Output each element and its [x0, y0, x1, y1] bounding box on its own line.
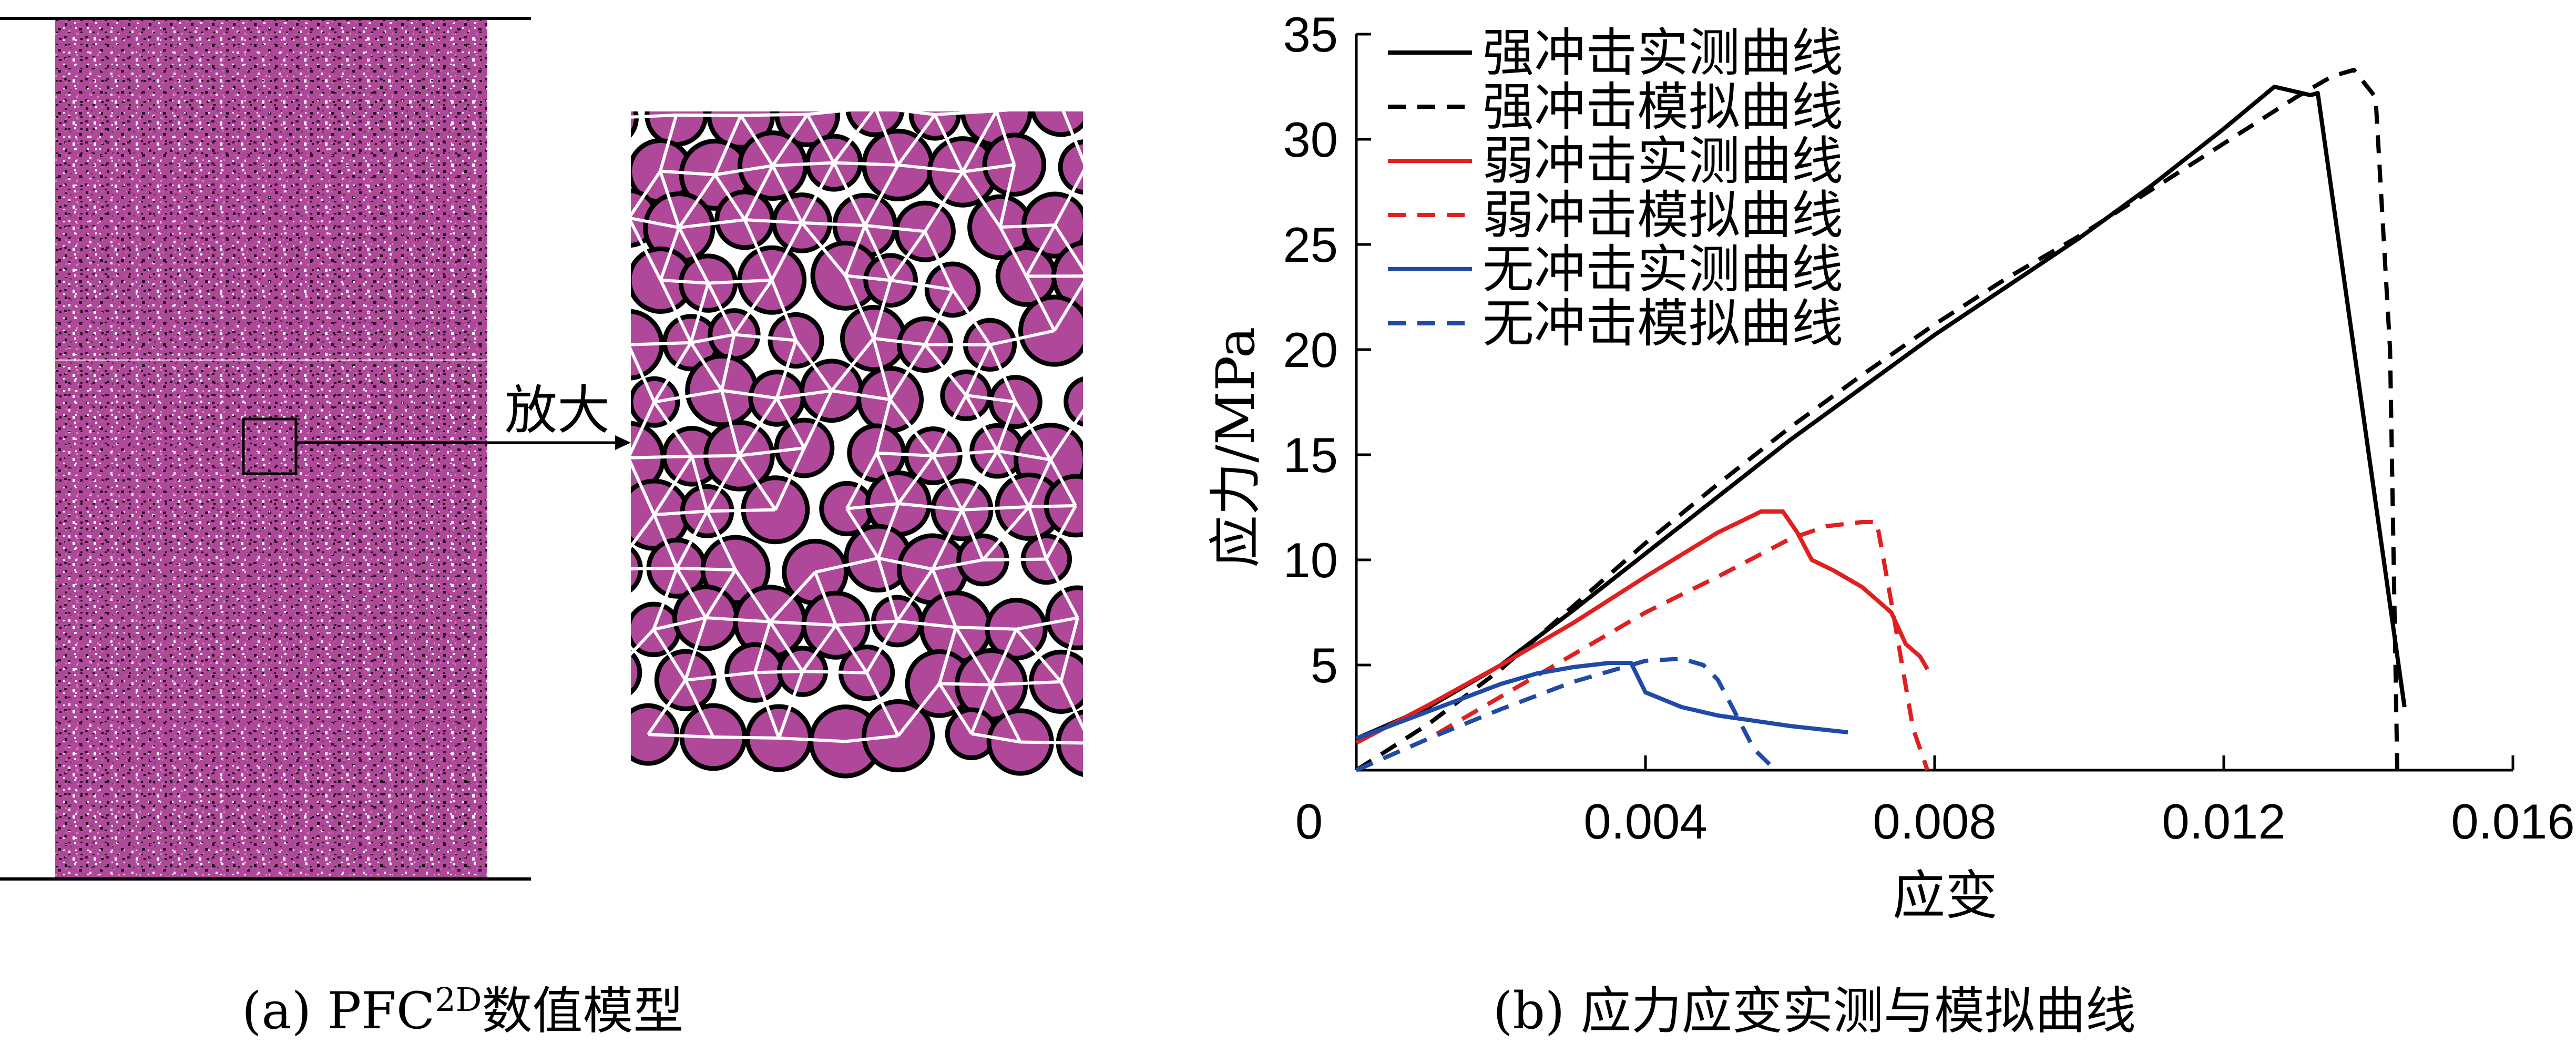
legend-label: 弱冲击实测曲线 — [1483, 131, 1843, 191]
contact-force-line — [956, 627, 1016, 629]
legend-label: 强冲击模拟曲线 — [1483, 77, 1843, 137]
y-tick-label: 10 — [1283, 533, 1338, 588]
legend-label: 强冲击实测曲线 — [1483, 23, 1843, 83]
legend-label: 弱冲击模拟曲线 — [1483, 186, 1843, 246]
chart-legend: 强冲击实测曲线强冲击模拟曲线弱冲击实测曲线弱冲击模拟曲线无冲击实测曲线无冲击模拟… — [1388, 23, 1843, 354]
contact-force-line — [614, 568, 677, 569]
y-tick-label: 15 — [1283, 427, 1338, 483]
caption-a-suffix: 数值模型 — [482, 981, 683, 1040]
x-axis-label: 应变 — [1893, 865, 1998, 926]
y-tick-label: 20 — [1283, 322, 1338, 377]
y-ticks: 5 10 15 20 25 30 35 — [1283, 7, 1371, 693]
contact-force-line — [939, 683, 991, 684]
y-tick-label: 5 — [1311, 638, 1338, 693]
zoom-arrow-head — [615, 435, 631, 450]
contact-force-line — [1000, 225, 1055, 227]
contact-force-line — [834, 163, 898, 165]
particle — [1032, 76, 1090, 135]
x-tick-label: 0.012 — [2162, 794, 2285, 849]
zoom-label: 放大 — [505, 380, 610, 441]
caption-a-prefix: (a) PFC — [242, 981, 435, 1040]
caption-a-superscript: 2D — [435, 980, 482, 1019]
caption-panel-a: (a) PFC2D数值模型 — [242, 970, 683, 1043]
x-tick-label: 0.004 — [1583, 794, 1707, 849]
contact-force-line — [996, 106, 1061, 111]
contact-force-line — [707, 510, 775, 512]
contact-force-line — [755, 671, 803, 672]
particle — [847, 80, 902, 135]
contact-force-line — [713, 737, 779, 738]
x-tick-label: 0.008 — [1873, 794, 1996, 849]
particle — [584, 91, 637, 145]
contact-force-line — [803, 671, 867, 673]
panel-b-stress-strain-chart: 5 10 15 20 25 30 35 0 0.004 0.008 0.012 0.016 应变 应… — [1205, 7, 2575, 926]
contact-force-line — [1029, 506, 1076, 507]
zoomed-particle-view — [584, 76, 1123, 779]
y-tick-label: 30 — [1283, 112, 1338, 167]
legend-label: 无冲击模拟曲线 — [1483, 294, 1843, 354]
contact-force-line — [628, 343, 691, 345]
contact-force-line — [1020, 742, 1091, 743]
contact-force-line — [741, 115, 807, 116]
x-tick-label: 0 — [1295, 794, 1323, 849]
legend-label: 无冲击实测曲线 — [1483, 240, 1843, 300]
series-line — [1356, 663, 1848, 739]
specimen-speckle-layer — [55, 20, 487, 877]
y-axis-label: 应力/MPa — [1205, 327, 1266, 568]
contact-force-line — [628, 456, 692, 458]
x-tick-label: 0.016 — [2451, 794, 2574, 849]
y-tick-label: 35 — [1283, 7, 1338, 62]
particle — [1060, 141, 1111, 192]
contact-force-line — [676, 115, 741, 116]
y-tick-label: 25 — [1283, 217, 1338, 272]
particle — [1066, 378, 1113, 425]
contact-force-line — [677, 568, 735, 570]
contact-force-line — [983, 559, 1046, 560]
caption-panel-b: (b) 应力应变实测与模拟曲线 — [1493, 970, 2136, 1043]
panel-a-pfc-model: 放大 — [0, 18, 1123, 879]
